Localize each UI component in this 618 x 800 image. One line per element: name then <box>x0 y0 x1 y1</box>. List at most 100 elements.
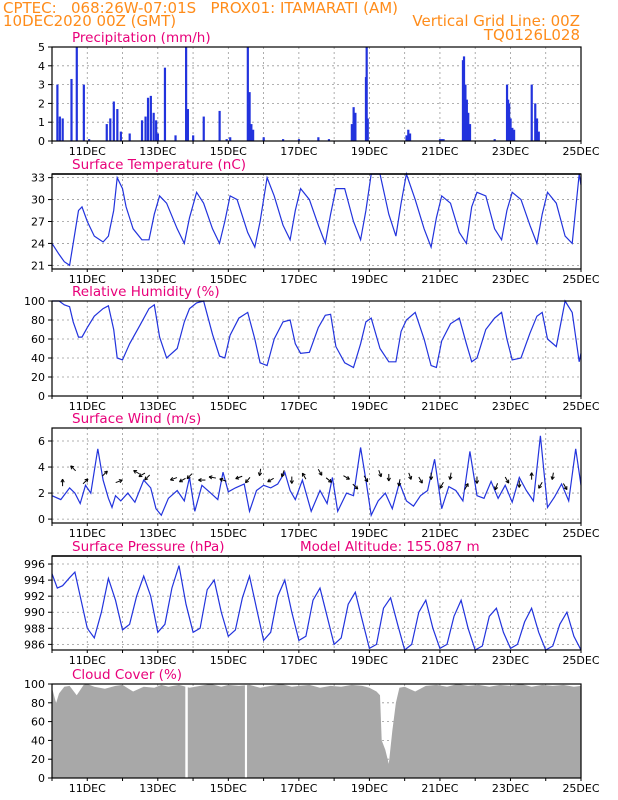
precip-bar <box>462 56 466 141</box>
precip-title: Precipitation (mm/h) <box>72 30 211 46</box>
precip-xtick-label: 17DEC <box>280 145 317 158</box>
wind-arrow <box>529 472 534 480</box>
precip-bar <box>354 112 357 141</box>
pres-ytick-label: 992 <box>24 590 45 603</box>
wind-arrow <box>133 469 140 475</box>
cloud-ytick-label: 60 <box>31 716 45 729</box>
wind-arrow-head <box>257 472 260 476</box>
precip-bar <box>149 95 152 141</box>
precip-bar <box>225 139 228 141</box>
cloud-ytick-label: 20 <box>31 753 45 766</box>
wind-arrow-head <box>62 478 65 483</box>
wind-arrow-head <box>235 475 239 479</box>
temp-xtick-label: 15DEC <box>210 273 247 286</box>
wind-arrow <box>439 481 444 489</box>
wind-arrow <box>352 483 359 490</box>
wind-xtick-label: 19DEC <box>351 527 388 540</box>
precip-bar <box>144 116 147 141</box>
precip-bar <box>246 47 249 141</box>
precip-xtick-label: 25DEC <box>562 145 599 158</box>
precip-bar <box>202 116 205 141</box>
precip-bar <box>156 133 159 141</box>
wind-arrow <box>179 477 186 483</box>
temp-ytick-label: 21 <box>31 259 45 272</box>
precip-bar <box>116 109 119 141</box>
rh-xtick-label: 25DEC <box>562 400 599 413</box>
precip-bar <box>535 118 539 141</box>
precip-bar <box>75 47 78 141</box>
wind-arrow-head <box>267 478 270 483</box>
wind-title: Surface Wind (m/s) <box>72 411 201 427</box>
wind-arrow <box>378 470 383 478</box>
wind-arrow <box>257 468 263 477</box>
wind-arrow-head <box>244 479 247 483</box>
precip-bar <box>109 118 112 141</box>
wind-arrow <box>70 465 76 472</box>
precip-bar <box>112 101 115 141</box>
wind-arrow-head <box>86 478 89 483</box>
wind-arrow-shaft <box>494 483 499 491</box>
header-model-id: TQ0126L028 <box>483 26 580 44</box>
wind-arrow <box>408 472 413 480</box>
wind-arrow <box>138 472 146 478</box>
precip-bar <box>119 131 122 141</box>
wind-xtick-label: 17DEC <box>280 527 317 540</box>
cloud-xtick-label: 17DEC <box>280 782 317 795</box>
cloud-frame <box>51 683 582 779</box>
cloud-xtick-label: 19DEC <box>351 782 388 795</box>
cloud-title: Cloud Cover (%) <box>72 667 182 683</box>
precip-bar <box>70 78 73 141</box>
wind-arrow-head <box>408 476 412 480</box>
wind-arrow <box>363 475 369 483</box>
wind-arrow-head <box>364 479 368 483</box>
precip-xtick-label: 19DEC <box>351 145 388 158</box>
precip-ytick-label: 3 <box>38 79 45 92</box>
cloud-xtick-label: 25DEC <box>562 782 599 795</box>
temp-xtick-label: 11DEC <box>69 273 106 286</box>
rh-series-line <box>52 299 582 369</box>
wind-arrow-head <box>186 475 189 479</box>
precip-bar <box>467 112 470 141</box>
wind-arrow-shaft <box>133 470 140 475</box>
wind-arrow-head <box>419 480 423 484</box>
cloud-ytick-label: 0 <box>38 772 45 785</box>
wind-arrow-shaft <box>258 468 262 476</box>
rh-ytick-label: 20 <box>31 371 45 384</box>
wind-arrow-shaft <box>504 476 510 484</box>
wind-ytick-label: 0 <box>38 513 45 526</box>
rh-xtick-label: 23DEC <box>492 400 529 413</box>
wind-arrow-head <box>550 476 553 480</box>
cloud-xtick-label: 11DEC <box>69 782 106 795</box>
precip-bar <box>407 129 410 141</box>
wind-xtick-label: 23DEC <box>492 527 529 540</box>
precip-bar <box>405 135 408 141</box>
wind-arrow <box>386 473 391 482</box>
wind-arrow-shaft <box>398 479 401 487</box>
wind-arrow-head <box>289 480 293 484</box>
precip-xtick-label: 15DEC <box>210 145 247 158</box>
wind-arrow <box>325 477 332 483</box>
temp-ytick-label: 30 <box>31 194 45 207</box>
precip-bar <box>534 103 537 141</box>
temp-xtick-label: 17DEC <box>280 273 317 286</box>
precip-bar <box>140 120 144 141</box>
wind-arrow <box>60 478 65 487</box>
wind-arrow-shaft <box>281 470 285 478</box>
wind-arrow-shaft <box>551 472 554 480</box>
pres-xtick-label: 23DEC <box>492 654 529 667</box>
precip-bar <box>530 84 533 141</box>
wind-arrow-head <box>219 477 224 480</box>
wind-arrow-head <box>354 487 358 490</box>
precip-bar <box>297 139 301 141</box>
wind-arrow <box>301 472 307 480</box>
pres-xtick-label: 17DEC <box>280 654 317 667</box>
wind-arrow <box>208 475 216 480</box>
wind-arrow-shaft <box>245 477 251 484</box>
wind-xtick-label: 13DEC <box>139 527 176 540</box>
cloud-xtick-label: 23DEC <box>492 782 529 795</box>
precip-xtick-label: 21DEC <box>421 145 458 158</box>
wind-arrow-shaft <box>538 481 543 489</box>
wind-arrow-head <box>327 481 332 483</box>
precip-bar <box>509 118 512 141</box>
wind-ytick-label: 6 <box>38 435 45 448</box>
